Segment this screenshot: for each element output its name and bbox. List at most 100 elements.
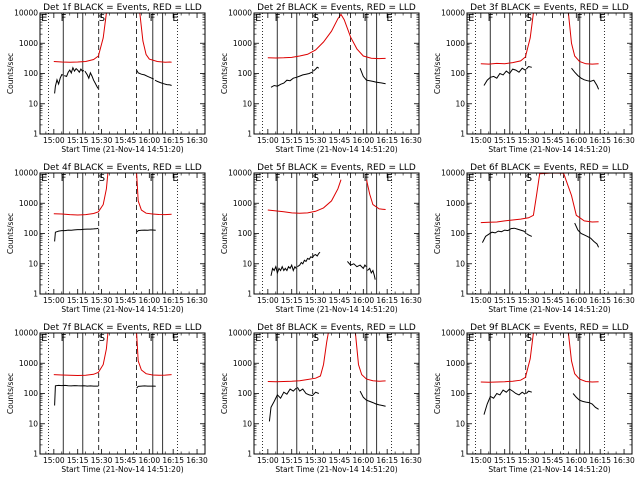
flag-label: F — [577, 13, 583, 24]
y-tick-label: 10000 — [14, 169, 38, 178]
x-tick-label: 16:00 — [138, 456, 160, 465]
y-tick-label: 10 — [242, 259, 252, 268]
plot-area — [480, 173, 600, 248]
x-tick-label: 15:00 — [470, 456, 492, 465]
flag-label: S — [526, 333, 532, 344]
panel-title: Det 1f BLACK = Events, RED = LLD — [43, 3, 202, 13]
flag-label: F — [150, 333, 156, 344]
y-tick-label: 100 — [24, 389, 39, 398]
y-tick-label: 10000 — [441, 9, 465, 18]
flag-label: F — [275, 173, 281, 184]
x-axis-label: Start Time (21-Nov-14 14:51:20) — [488, 465, 610, 474]
events-line-segment — [483, 67, 526, 86]
flag-label: F — [61, 333, 67, 344]
flag-label: E — [468, 333, 474, 344]
flag-label: E — [41, 173, 47, 184]
events-line-segment — [54, 73, 64, 94]
lld-line-segment — [480, 333, 534, 383]
plot-area — [53, 333, 172, 406]
y-tick-label: 10 — [28, 259, 38, 268]
flag-label: F — [364, 13, 370, 24]
x-axis-label: Start Time (21-Nov-14 14:51:20) — [275, 465, 397, 474]
x-tick-label: 16:00 — [565, 136, 587, 145]
y-axis-label: Counts/sec — [220, 213, 229, 254]
y-tick-label: 10000 — [228, 169, 252, 178]
plot-frame — [253, 332, 420, 455]
x-tick-label: 15:45 — [542, 456, 564, 465]
panel-title: Det 4f BLACK = Events, RED = LLD — [43, 163, 202, 173]
y-tick-label: 100 — [24, 229, 39, 238]
y-tick-label: 100 — [451, 229, 466, 238]
y-tick-label: 1 — [247, 130, 252, 139]
panel-title: Det 9f BLACK = Events, RED = LLD — [470, 323, 629, 333]
y-tick-label: 1 — [33, 450, 38, 459]
flag-label: S — [99, 13, 105, 24]
y-tick-label: 1000 — [446, 359, 465, 368]
x-tick-label: 15:30 — [518, 136, 540, 145]
events-line-segment — [359, 68, 386, 85]
events-line-segment — [312, 66, 320, 72]
x-tick-label: 16:15 — [589, 296, 611, 305]
y-tick-label: 1 — [460, 130, 465, 139]
plot-area — [267, 13, 386, 88]
panel-title: Det 8f BLACK = Events, RED = LLD — [257, 323, 416, 333]
events-line-segment — [347, 261, 367, 270]
flag-label: S — [526, 173, 532, 184]
flag-label: S — [313, 173, 319, 184]
x-tick-label: 16:00 — [352, 136, 374, 145]
lld-line-segment — [53, 13, 107, 63]
y-axis-label: Counts/sec — [433, 213, 442, 254]
flag-label: F — [577, 173, 583, 184]
y-tick-label: 1000 — [19, 359, 38, 368]
plot-area — [267, 333, 386, 422]
events-line-segment — [268, 387, 297, 422]
lld-line-segment — [136, 333, 172, 376]
lld-line-segment — [354, 333, 386, 382]
flag-label: E — [41, 13, 47, 24]
y-axis-label: Counts/sec — [220, 373, 229, 414]
events-line-segment — [136, 385, 156, 389]
y-tick-label: 10 — [455, 259, 465, 268]
x-tick-label: 15:30 — [305, 456, 327, 465]
x-tick-label: 15:30 — [518, 456, 540, 465]
events-line-segment — [483, 388, 526, 415]
events-line-segment — [526, 233, 533, 237]
plot-frame — [466, 332, 633, 455]
x-axis-label: Start Time (21-Nov-14 14:51:20) — [488, 145, 610, 154]
flag-label: E — [41, 333, 47, 344]
flag-label: F — [275, 333, 281, 344]
lld-line-segment — [267, 13, 386, 60]
events-line-segment — [270, 71, 313, 88]
panel-title: Det 7f BLACK = Events, RED = LLD — [43, 323, 202, 333]
y-tick-label: 1000 — [233, 359, 252, 368]
y-tick-label: 10 — [242, 99, 252, 108]
y-axis-label: Counts/sec — [433, 373, 442, 414]
flag-label: E — [599, 173, 605, 184]
y-axis-label: Counts/sec — [220, 53, 229, 94]
x-tick-label: 15:00 — [43, 136, 65, 145]
flag-label: S — [313, 13, 319, 24]
x-tick-label: 15:15 — [494, 456, 516, 465]
lld-line-segment — [53, 333, 109, 377]
x-tick-label: 16:30 — [613, 456, 635, 465]
x-axis-label: Start Time (21-Nov-14 14:51:20) — [61, 305, 183, 314]
x-tick-label: 16:15 — [589, 136, 611, 145]
flag-label: F — [364, 173, 370, 184]
events-line-segment — [572, 393, 599, 410]
x-tick-label: 15:15 — [281, 456, 303, 465]
plot-frame — [253, 12, 420, 135]
x-tick-label: 15:00 — [257, 136, 279, 145]
flag-label: E — [599, 13, 605, 24]
flag-label: F — [275, 13, 281, 24]
y-tick-label: 10000 — [228, 9, 252, 18]
flag-label: F — [61, 13, 67, 24]
x-tick-label: 15:30 — [305, 136, 327, 145]
y-tick-label: 10000 — [441, 169, 465, 178]
events-line-segment — [84, 70, 99, 89]
flag-label: S — [526, 13, 532, 24]
y-tick-label: 1 — [460, 450, 465, 459]
